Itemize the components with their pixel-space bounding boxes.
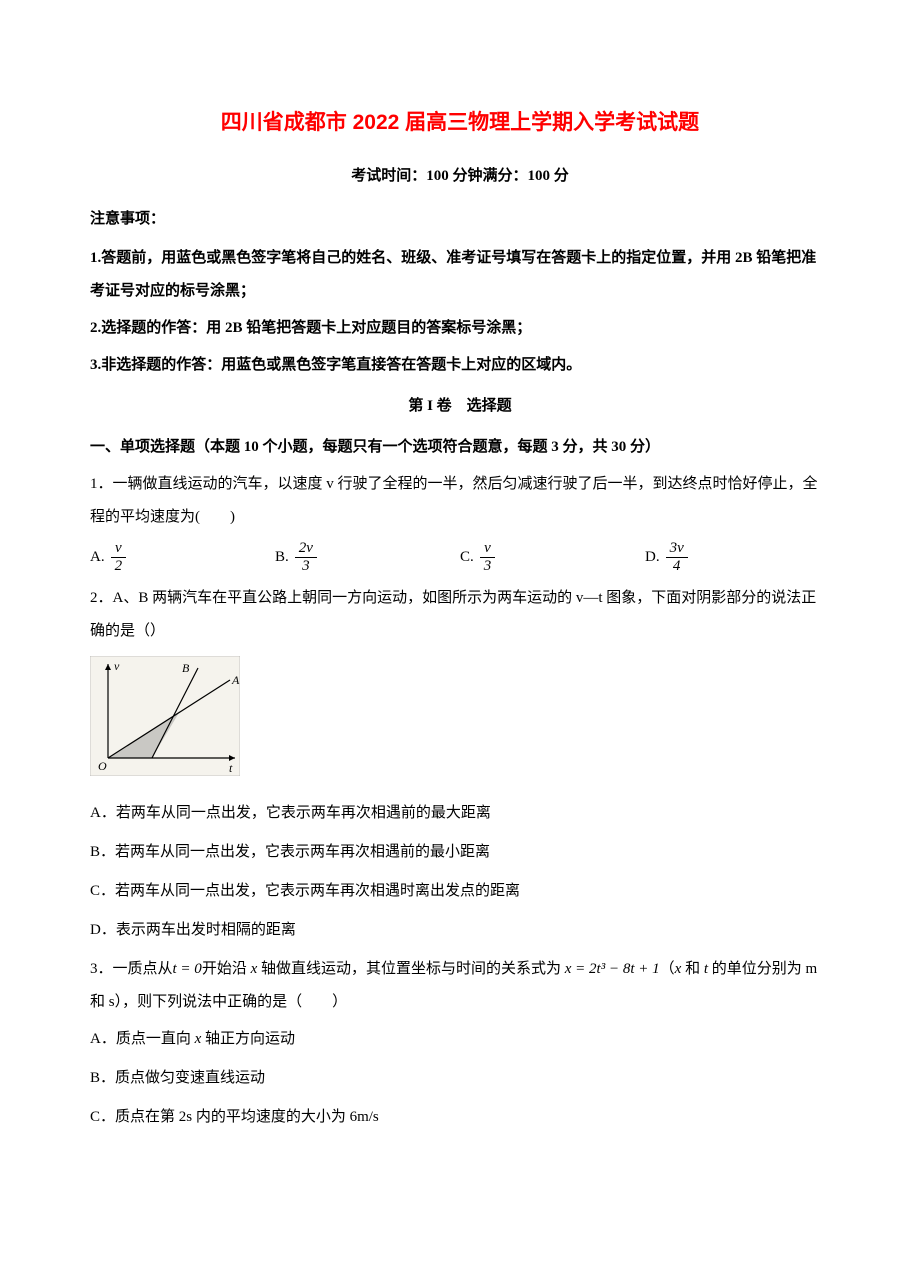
notice-item: 3.非选择题的作答：用蓝色或黑色签字笔直接答在答题卡上对应的区域内。	[90, 349, 830, 382]
notice-header: 注意事项：	[90, 203, 830, 236]
q3-text: 和	[681, 961, 704, 977]
fraction: v 3	[480, 540, 496, 574]
notice-item: 1.答题前，用蓝色或黑色签字笔将自己的姓名、班级、准考证号填写在答题卡上的指定位…	[90, 242, 830, 308]
svg-text:A: A	[231, 673, 240, 687]
option-label: A.	[90, 541, 105, 574]
question-2: 2．A、B 两辆汽车在平直公路上朝同一方向运动，如图所示为两车运动的 v—t 图…	[90, 582, 830, 648]
q3-text: 开始沿	[202, 961, 251, 977]
q3-text: 轴做直线运动，其位置坐标与时间的关系式为	[257, 961, 561, 977]
choice: B．若两车从同一点出发，它表示两车再次相遇前的最小距离	[90, 836, 830, 869]
option-label: B.	[275, 541, 289, 574]
choice: B．质点做匀变速直线运动	[90, 1062, 830, 1095]
svg-text:B: B	[182, 661, 190, 675]
exam-subtitle: 考试时间：100 分钟满分：100 分	[90, 160, 830, 193]
option-a: A. v 2	[90, 540, 275, 574]
q3-eq2: x = 2t³ − 8t + 1	[565, 961, 660, 977]
fraction: 2v 3	[295, 540, 317, 574]
svg-text:v: v	[114, 659, 120, 673]
choice: A．若两车从同一点出发，它表示两车再次相遇前的最大距离	[90, 797, 830, 830]
q3-text: （	[660, 961, 675, 977]
option-label: D.	[645, 541, 660, 574]
question-1-options: A. v 2 B. 2v 3 C. v 3 D. 3v 4	[90, 540, 830, 574]
notice-item: 2.选择题的作答：用 2B 铅笔把答题卡上对应题目的答案标号涂黑；	[90, 312, 830, 345]
option-c: C. v 3	[460, 540, 645, 574]
question-1: 1．一辆做直线运动的汽车，以速度 v 行驶了全程的一半，然后匀减速行驶了后一半，…	[90, 468, 830, 534]
part-header: 第 I 卷 选择题	[90, 390, 830, 423]
choice: C．若两车从同一点出发，它表示两车再次相遇时离出发点的距离	[90, 875, 830, 908]
q3-eq1: t = 0	[173, 961, 202, 977]
option-d: D. 3v 4	[645, 540, 830, 574]
question-3: 3．一质点从t = 0开始沿 x 轴做直线运动，其位置坐标与时间的关系式为 x …	[90, 953, 830, 1019]
choice: A．质点一直向 x 轴正方向运动	[90, 1023, 830, 1056]
svg-text:O: O	[98, 759, 107, 773]
exam-title: 四川省成都市 2022 届高三物理上学期入学考试试题	[90, 100, 830, 146]
q3-text: 3．一质点从	[90, 961, 173, 977]
fraction: v 2	[111, 540, 127, 574]
choice: C．质点在第 2s 内的平均速度的大小为 6m/s	[90, 1101, 830, 1134]
section-title: 一、单项选择题（本题 10 个小题，每题只有一个选项符合题意，每题 3 分，共 …	[90, 431, 830, 464]
choice: D．表示两车出发时相隔的距离	[90, 914, 830, 947]
vt-graph: OvtAB	[90, 656, 830, 789]
option-b: B. 2v 3	[275, 540, 460, 574]
option-label: C.	[460, 541, 474, 574]
fraction: 3v 4	[666, 540, 688, 574]
